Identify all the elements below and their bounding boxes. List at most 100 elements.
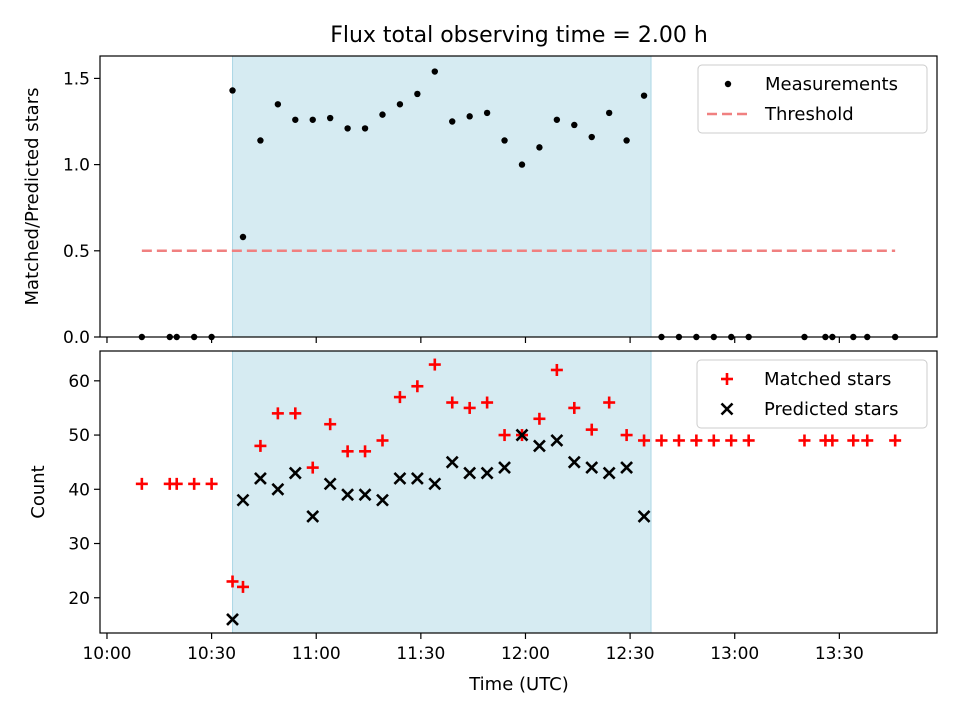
x-axis-label: Time (UTC) <box>468 674 569 695</box>
point-plus-32 <box>690 434 703 447</box>
point-plus-41 <box>889 434 902 447</box>
point-plus-20 <box>481 396 494 409</box>
bottom-panel-legend: Matched stars Predicted stars <box>696 359 928 429</box>
point-dot-28 <box>623 137 630 144</box>
point-x-17 <box>515 428 529 442</box>
point-plus-30 <box>655 434 668 447</box>
point-dot-29 <box>640 92 648 99</box>
point-dot-16 <box>414 90 421 98</box>
point-x-16 <box>498 461 511 475</box>
point-dot-19 <box>466 113 473 120</box>
point-dot-2 <box>173 333 180 341</box>
point-x-0 <box>226 613 239 626</box>
point-x-17-b <box>515 428 529 442</box>
point-plus-21 <box>498 429 511 442</box>
y-tick-label: 50 <box>68 426 90 446</box>
point-x-8-b <box>358 488 372 502</box>
chart-title: Flux total observing time = 2.00 h <box>330 23 708 48</box>
point-plus-6 <box>236 580 249 593</box>
x-tick-label: 12:00 <box>501 644 550 664</box>
axes-frame <box>99 55 938 338</box>
point-dot-33 <box>710 333 717 341</box>
point-dot-14 <box>379 111 386 118</box>
point-plus-23 <box>533 412 546 425</box>
point-plus-35 <box>742 434 755 447</box>
point-plus-9 <box>289 407 302 420</box>
point-dot-22 <box>518 161 526 168</box>
point-plus-16 <box>411 380 424 393</box>
point-plus-5 <box>226 575 239 588</box>
point-dot-30 <box>658 333 665 341</box>
observing-window-shade-bottom <box>232 350 652 634</box>
point-x-22 <box>602 466 616 480</box>
point-dot-34 <box>728 333 735 341</box>
point-plus-12 <box>341 445 354 458</box>
point-x-12-b <box>428 477 442 491</box>
point-x-20 <box>567 455 581 469</box>
point-x-6-b <box>323 477 337 491</box>
point-plus-15 <box>393 391 406 404</box>
point-plus-7 <box>254 439 267 452</box>
point-dot-27 <box>605 109 613 117</box>
point-x-21 <box>585 461 599 475</box>
point-x-19 <box>550 434 564 447</box>
point-x-21-b <box>585 461 599 475</box>
point-dot-37 <box>822 333 829 341</box>
point-plus-24 <box>550 363 563 376</box>
top-panel-ylabel: Matched/Predicted stars <box>22 88 43 306</box>
point-plus-13 <box>359 445 372 458</box>
point-x-14-b <box>463 466 477 480</box>
point-dot-41 <box>891 333 899 341</box>
point-dot-5 <box>229 87 236 94</box>
point-dot-26 <box>588 133 595 141</box>
legend-label: Measurements <box>765 74 898 95</box>
point-plus-29 <box>638 434 651 447</box>
point-dot-25 <box>571 121 578 129</box>
x-tick-label: 12:30 <box>606 644 655 664</box>
x-tick-label: 10:30 <box>187 644 236 664</box>
point-dot-39 <box>850 333 857 341</box>
point-plus-40 <box>861 434 874 447</box>
point-x-7-b <box>341 488 355 502</box>
point-plus-2 <box>170 477 183 490</box>
observing-window-band <box>232 350 652 634</box>
point-x-3 <box>271 482 285 496</box>
point-dot-32 <box>693 333 700 341</box>
point-dot-12 <box>344 125 351 132</box>
point-plus-14 <box>376 434 389 447</box>
point-x-1 <box>236 493 250 507</box>
point-dot-18 <box>449 118 456 125</box>
point-plus-17 <box>428 358 441 371</box>
legend-swatch-dot <box>724 80 732 88</box>
point-dot-24 <box>553 116 561 123</box>
point-x-15-b <box>480 466 494 480</box>
top-panel-marks <box>138 68 899 341</box>
point-plus-10 <box>306 461 319 474</box>
point-dot-3 <box>190 333 198 341</box>
y-tick-label: 60 <box>68 372 90 392</box>
point-dot-0 <box>138 333 146 341</box>
x-tick-label: 11:00 <box>292 644 341 664</box>
y-tick-label: 20 <box>68 589 90 609</box>
point-plus-0 <box>135 477 148 490</box>
point-plus-26 <box>585 423 598 436</box>
point-plus-19 <box>463 401 476 414</box>
point-dot-35 <box>745 333 752 341</box>
point-x-24-b <box>637 509 651 523</box>
observing-window-band <box>232 55 652 338</box>
point-dot-6 <box>239 233 247 241</box>
x-tick-label: 13:00 <box>710 644 759 664</box>
point-dot-1 <box>166 333 173 341</box>
point-x-0-b <box>226 613 239 626</box>
legend-swatch-x-b <box>720 402 734 416</box>
point-x-24 <box>637 509 651 523</box>
point-dot-7 <box>257 137 264 144</box>
legend-swatch-plus <box>721 373 733 385</box>
point-plus-18 <box>446 396 459 409</box>
point-x-22-b <box>602 466 616 480</box>
point-dot-40 <box>864 333 871 341</box>
point-x-20-b <box>567 455 581 469</box>
point-dot-17 <box>431 68 438 75</box>
point-x-7 <box>341 488 355 502</box>
point-x-18-b <box>533 439 546 453</box>
